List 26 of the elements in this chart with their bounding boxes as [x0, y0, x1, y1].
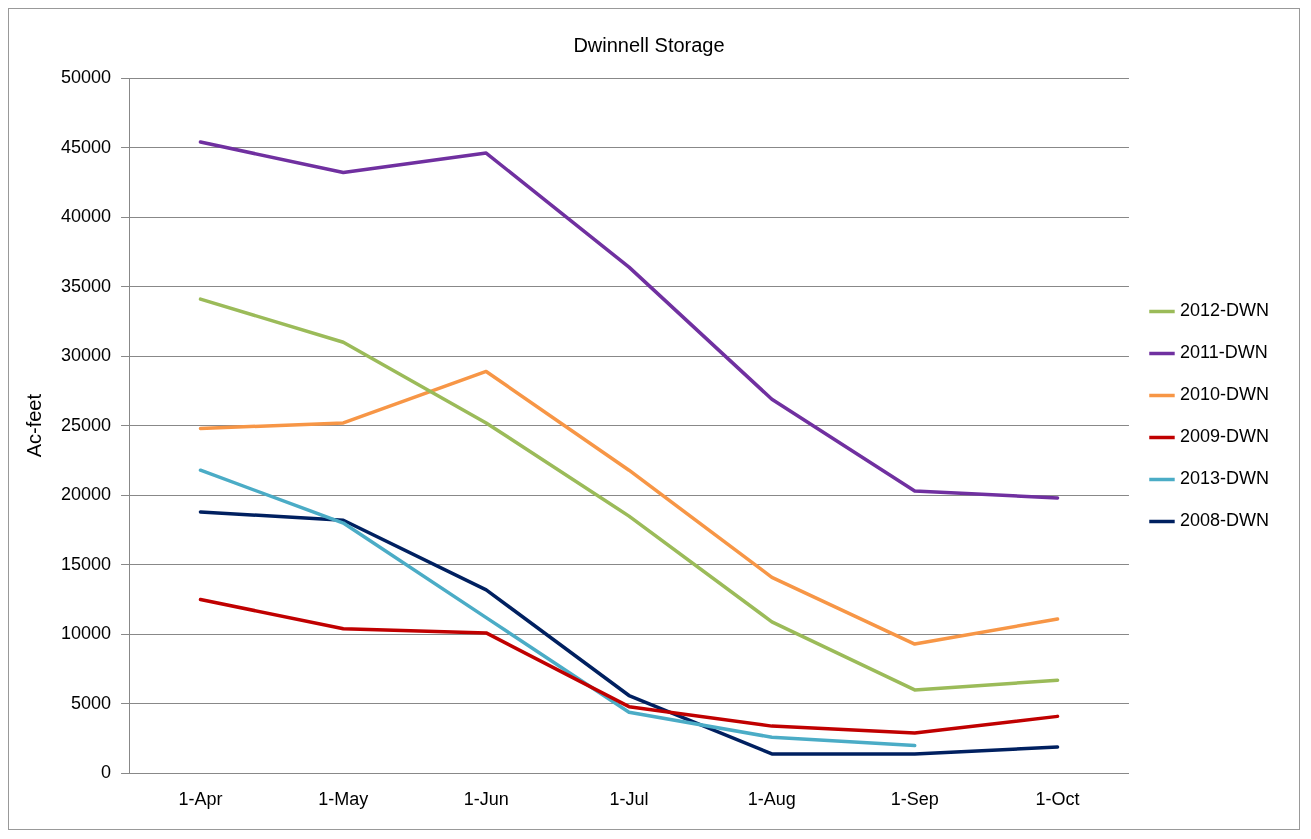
- x-tick-label: 1-Apr: [178, 789, 223, 810]
- legend-label: 2011-DWN: [1179, 342, 1268, 363]
- legend-label: 2012-DWN: [1179, 300, 1270, 321]
- y-tick-label: 0: [101, 762, 112, 783]
- y-tick-label: 5000: [71, 692, 112, 713]
- y-tick-label: 45000: [60, 136, 112, 157]
- y-tick-label: 30000: [60, 345, 112, 366]
- y-tick-label: 35000: [60, 275, 112, 296]
- y-tick-label: 20000: [60, 484, 112, 505]
- y-tick-label: 25000: [60, 414, 112, 435]
- y-tick-label: 10000: [60, 623, 112, 644]
- y-tick-label: 40000: [60, 206, 112, 227]
- y-axis-title: Ac-feet: [22, 393, 45, 458]
- chart-title: Dwinnell Storage: [573, 33, 725, 56]
- y-tick-label: 50000: [60, 66, 112, 87]
- legend-label: 2013-DWN: [1179, 468, 1270, 489]
- legend-label: 2010-DWN: [1179, 384, 1270, 405]
- y-tick-label: 15000: [60, 553, 112, 574]
- x-tick-label: 1-Jul: [609, 789, 649, 810]
- x-tick-label: 1-Jun: [463, 789, 509, 810]
- x-tick-label: 1-Sep: [890, 789, 939, 810]
- x-tick-label: 1-May: [318, 789, 369, 810]
- x-tick-label: 1-Aug: [747, 789, 796, 810]
- legend-label: 2009-DWN: [1179, 426, 1270, 447]
- legend-label: 2008-DWN: [1179, 510, 1270, 531]
- x-tick-label: 1-Oct: [1035, 789, 1080, 810]
